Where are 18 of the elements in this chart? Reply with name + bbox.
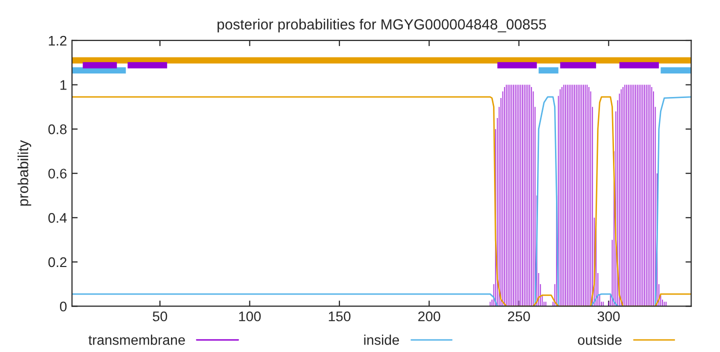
x-tick-label: 100 xyxy=(239,311,261,322)
chart-title: posterior probabilities for MGYG000004848_00855 xyxy=(218,18,546,32)
y-tick-label: 0.6 xyxy=(48,168,67,179)
y-tick-label: 1.2 xyxy=(48,36,66,46)
y-tick-label: 0.4 xyxy=(48,212,67,223)
y-axis-title: probability xyxy=(18,140,32,206)
y-tick-label: 0.2 xyxy=(48,257,66,268)
x-tick-label: 200 xyxy=(418,311,440,322)
legend-label: outside xyxy=(578,334,622,345)
y-tick-label: 0.8 xyxy=(48,124,67,134)
y-tick-label: 0 xyxy=(60,302,67,312)
x-tick-label: 300 xyxy=(598,311,620,322)
legend-label: transmembrane xyxy=(88,334,185,345)
x-tick-label: 50 xyxy=(152,311,168,322)
x-tick-label: 250 xyxy=(508,311,530,322)
y-tick-label: 1 xyxy=(60,80,66,90)
x-tick-label: 150 xyxy=(328,311,350,322)
legend-label: inside xyxy=(364,334,399,345)
